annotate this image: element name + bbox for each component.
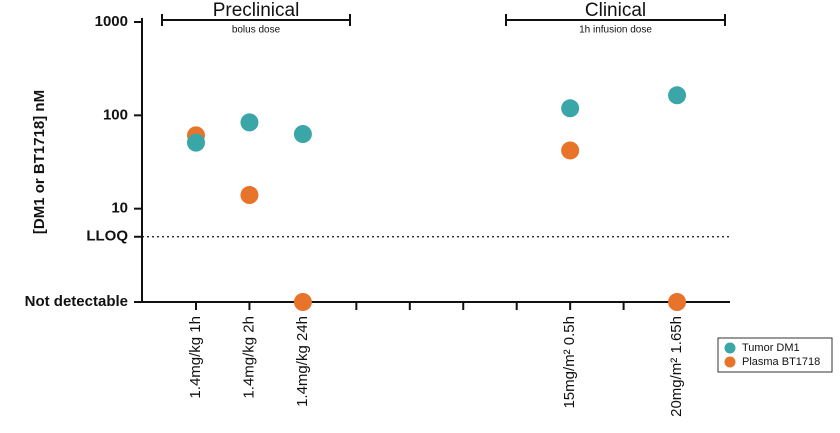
data-point (187, 133, 205, 152)
legend-marker (724, 342, 736, 354)
y-tick-label: 10 (111, 200, 128, 217)
data-point (561, 99, 580, 118)
legend-box (717, 337, 833, 373)
x-tick-label: 1.4mg/kg 1h (187, 316, 204, 399)
y-tick-label: LLOQ (86, 228, 128, 245)
annotation-title: Preclinical (213, 0, 300, 21)
legend-label: Tumor DM1 (742, 342, 800, 354)
y-tick-label: 1000 (95, 13, 128, 30)
x-tick-label: 20mg/m² 1.65h (668, 316, 685, 417)
bracket (505, 14, 726, 26)
x-tick-label: 1.4mg/kg 24h (294, 316, 311, 407)
data-point (240, 186, 259, 205)
annotation-title: Clinical (585, 0, 646, 21)
y-tick-label: 100 (103, 106, 128, 123)
y-axis-label: [DM1 or BT1718] nM (31, 90, 48, 234)
data-point (293, 293, 312, 311)
data-point (561, 141, 580, 160)
x-tick-label: 1.4mg/kg 2h (240, 316, 257, 399)
data-point (293, 125, 312, 144)
bracket (161, 14, 351, 26)
data-point (668, 86, 687, 105)
y-tick-label: Not detectable (25, 293, 128, 310)
data-point (668, 293, 687, 311)
legend-marker (724, 356, 736, 368)
annotation-subtitle: bolus dose (232, 25, 281, 36)
data-point (240, 113, 259, 132)
x-tick-label: 15mg/m² 0.5h (561, 316, 578, 409)
legend-label: Plasma BT1718 (742, 356, 820, 368)
annotation-subtitle: 1h infusion dose (579, 25, 652, 36)
